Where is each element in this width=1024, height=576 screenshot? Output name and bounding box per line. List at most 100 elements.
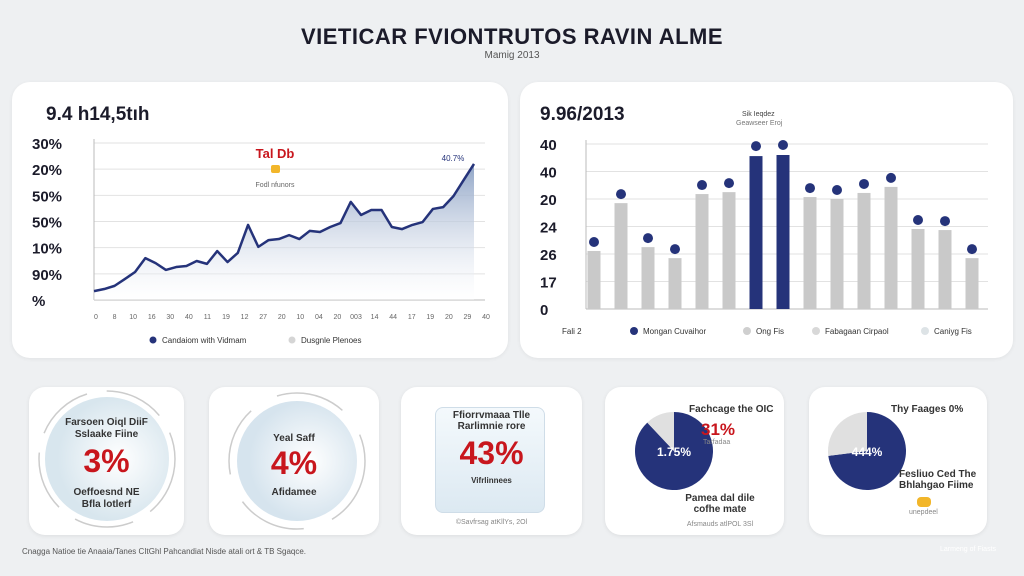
pie-label: 1.75% (657, 445, 691, 459)
bar (749, 156, 763, 309)
ring-decoration (38, 390, 176, 528)
x-tick-label: 10 (296, 314, 304, 321)
x-tick-label: 12 (241, 314, 249, 321)
x-tick-label: 10 (129, 314, 137, 321)
legend-marker (149, 336, 157, 344)
legend-marker (288, 336, 296, 344)
annotation-note: Fodl nfunors (256, 182, 295, 189)
x-tick-label: 19 (426, 314, 434, 321)
pie-slice (647, 412, 674, 451)
x-tick-label: 14 (371, 314, 379, 321)
x-tick-label: 20 (445, 314, 453, 321)
bar-marker (886, 172, 896, 183)
bar (803, 197, 817, 309)
legend-marker (743, 327, 751, 335)
bar-marker (643, 233, 653, 244)
x-tick-label: 44 (389, 314, 397, 321)
card-value: 43% (459, 435, 524, 471)
legend-label: Fabagaan Cirpaol (825, 327, 889, 336)
stat-card-5: 444% Thy Faages 0% Fesliuo Ced The Bhlah… (809, 387, 987, 535)
legend-label: Dusgnle Plenoes (301, 336, 361, 345)
bar (965, 258, 979, 309)
pie-label: 444% (852, 445, 883, 459)
sparkle-icon (917, 497, 931, 507)
x-tick-label: 29 (464, 314, 472, 321)
card-label: Fachcage the OIC (689, 404, 774, 415)
bar-marker (967, 244, 977, 255)
x-tick-label: 11 (204, 314, 211, 321)
stat-card-2: Yeal Saff 4% Afidamee (209, 387, 379, 535)
bar (614, 203, 628, 309)
card-note: Afsmauds atlPOL 3Sl (686, 521, 754, 528)
bar (722, 192, 736, 309)
bar-marker (778, 140, 788, 150)
legend-marker (812, 327, 820, 335)
x-tick-label: 0 (94, 314, 98, 321)
line-chart: 30% 20% 50% 50% 10% 90%% 0 8 10 16 30 40 11 19 12 27 20 1… (32, 136, 490, 345)
series-line (93, 163, 476, 293)
y-tick-label: 17 (540, 275, 557, 292)
bar-chart-panel: 9.96/2013 Sik Ieqdez Geawseer Eroj 40 40 2… (520, 82, 1013, 358)
card-label: Sslaake Fiine (74, 429, 139, 440)
bar (938, 230, 952, 309)
card-value-note: Tarfadaa (703, 439, 731, 446)
bar-marker (697, 180, 707, 191)
card-value: 4% (270, 445, 318, 481)
card-caption: cofhe mate (693, 504, 747, 515)
y-tick-label: % (32, 293, 45, 310)
page-title: VIETICAR FVIONTRUTOS RAVIN ALME (300, 24, 724, 49)
card-caption: Bfla lotlerf (81, 499, 132, 510)
y-tick-label: 20 (540, 192, 557, 209)
bar-chart-note-2: Geawseer Eroj (736, 120, 783, 127)
glass-decoration (435, 407, 545, 513)
stat-card-4: 1.75% Fachcage the OIC 31% Tarfadaa Pame… (605, 387, 784, 535)
card-caption: Vifrlinnees (471, 476, 512, 485)
end-value-label: 40.7% (442, 154, 465, 163)
pie-slice (828, 412, 867, 456)
line-chart-title: 9.4 h14,5tıh (46, 104, 150, 125)
bar-marker (724, 178, 734, 189)
line-chart-panel: 9.4 h14,5tıh 30% 20% 50% 50% 10% 90%% 0 8 10 16 30… (12, 82, 508, 358)
stat-card-3: Ffiorrvmaaa Tlle Rarlimnie rore 43% Vifr… (401, 387, 582, 535)
legend-label: Candaiom with Vidmam (162, 336, 247, 345)
card-caption: Oeffoesnd NE (73, 487, 140, 498)
x-tick-label: 40 (482, 314, 490, 321)
x-tick-label: 19 (222, 314, 230, 321)
bar (695, 194, 709, 309)
bar-chart-note: Sik Ieqdez (742, 111, 775, 118)
x-tick-label: 27 (259, 314, 267, 321)
pie-chart-2: 444% (828, 412, 906, 490)
bar-chart: 40 40 20 24 26 17 0 Fali 2 Mongan Cuvaihor Ong Fi… (540, 137, 988, 336)
y-tick-label: 40 (540, 137, 557, 154)
y-tick-label: 40 (540, 165, 557, 182)
card-caption: Pamea dal dile (685, 493, 755, 504)
card-value: 3% (83, 443, 130, 479)
x-tick-label: 17 (408, 314, 416, 321)
card-label: Ffiorrvmaaa Tlle (452, 410, 531, 421)
card-label: Farsoen Oiql DiiF (65, 417, 148, 428)
card-label: Yeal Saff (273, 433, 315, 444)
footer-note: Cnagga Natioe tie Anaaia/Tanes CItGhl Pa… (22, 547, 307, 556)
card-caption: Afidamee (271, 487, 317, 498)
bar-marker (616, 189, 626, 200)
card-note: ©Savfrsag atKllYs, 2Ol (455, 519, 528, 526)
page-subtitle: Mamig 2013 (484, 50, 540, 61)
x-tick-label: 8 (113, 314, 117, 321)
legend-label: Fali 2 (562, 327, 582, 336)
bar (641, 247, 655, 309)
y-tick-label: 20% (32, 162, 62, 179)
bar-marker (859, 178, 869, 189)
legend-label: Mongan Cuvaihor (643, 327, 706, 336)
x-tick-label: 20 (334, 314, 342, 321)
bar (830, 199, 844, 309)
y-tick-label: 24 (540, 220, 557, 237)
badge-icon (271, 165, 280, 173)
bar-marker (751, 141, 761, 152)
card-caption: Fesliuo Ced The (899, 469, 977, 480)
legend-label: Ong Fis (756, 327, 784, 336)
bar-marker (805, 183, 815, 194)
x-tick-label: 16 (148, 314, 156, 321)
x-tick-label: 003 (350, 314, 362, 321)
x-tick-label: 04 (315, 314, 323, 321)
footer-credit: Larmeng of Fiasts (940, 546, 997, 553)
